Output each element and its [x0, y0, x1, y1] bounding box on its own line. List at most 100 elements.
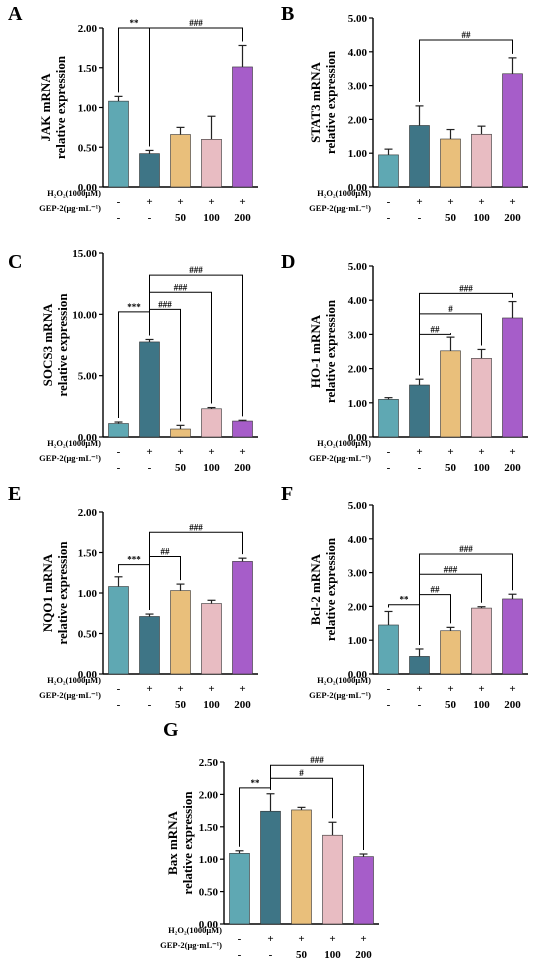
h2o2-symbol: -	[117, 683, 121, 695]
bar	[201, 408, 222, 438]
y-tick-label: 0.50	[78, 629, 98, 641]
bar	[170, 590, 191, 675]
panel-letter: C	[8, 251, 22, 273]
gep-symbol: -	[387, 212, 391, 224]
gep-symbol: -	[148, 212, 152, 224]
chart-panel-c: C 0.00 5.00 10.00 15.00 SOCS3 mRNA relative ex…	[8, 248, 258, 474]
significance-label: ***	[127, 555, 141, 565]
significance-bracket	[149, 274, 243, 417]
significance-bracket	[149, 531, 243, 611]
y-tick-label: 0.00	[348, 669, 368, 681]
significance-label: **	[251, 778, 261, 788]
gep-row-label: GEP-2(μg·mL⁻¹)	[39, 690, 101, 700]
y-axis-label: SOCS3 mRNA	[40, 303, 55, 386]
gep-row-label: GEP-2(μg·mL⁻¹)	[160, 940, 222, 950]
gep-symbol: -	[117, 699, 121, 711]
h2o2-symbol: +	[177, 196, 183, 208]
y-axis-label: relative expression	[323, 299, 338, 403]
h2o2-symbol: +	[509, 446, 515, 458]
y-tick-label: 3.00	[348, 329, 368, 341]
h2o2-symbol: +	[416, 446, 422, 458]
y-tick-label: 2.00	[348, 601, 368, 613]
h2o2-symbol: -	[387, 196, 391, 208]
gep-symbol: 50	[175, 462, 187, 474]
gep-symbol: 200	[234, 212, 251, 224]
chart-panel-e: E 0.00 0.50 1.00 1.50 2.00 NQO1 mRNA relative e…	[8, 483, 258, 711]
significance-label: ###	[444, 564, 458, 574]
y-tick-label: 0.00	[348, 182, 368, 194]
h2o2-symbol: +	[509, 196, 515, 208]
h2o2-row-label: H₂O₂(1000μM)	[168, 925, 222, 935]
bar	[440, 138, 461, 188]
significance-label: #	[448, 304, 453, 314]
bar	[232, 561, 253, 675]
bar	[229, 853, 250, 925]
bar	[139, 341, 160, 438]
panel-letter: G	[163, 719, 179, 741]
y-tick-label: 1.00	[348, 398, 368, 410]
significance-bracket	[270, 764, 364, 851]
bar	[378, 399, 399, 438]
bar	[471, 358, 492, 438]
significance-label: ###	[459, 544, 473, 554]
y-axis-label: relative expression	[55, 541, 70, 645]
gep-symbol: 50	[175, 212, 187, 224]
gep-symbol: -	[117, 212, 121, 224]
gep-symbol: -	[269, 949, 273, 959]
chart-panel-g: G 0.00 0.50 1.00 1.50 2.00 2.50 Bax mRNA relativ…	[160, 719, 379, 959]
h2o2-symbol: +	[447, 196, 453, 208]
y-tick-label: 2.00	[78, 23, 98, 35]
y-tick-label: 0.00	[78, 432, 98, 444]
gep-symbol: 50	[445, 462, 457, 474]
bar	[322, 834, 343, 925]
gep-symbol: -	[418, 212, 422, 224]
bar	[502, 73, 523, 188]
gep-symbol: 200	[504, 212, 521, 224]
significance-label: ##	[161, 547, 171, 557]
h2o2-symbol: +	[329, 933, 335, 945]
h2o2-symbol: +	[416, 196, 422, 208]
significance-label: ###	[174, 282, 188, 292]
significance-label: ***	[127, 302, 141, 312]
y-tick-label: 5.00	[348, 500, 368, 512]
y-tick-label: 1.50	[78, 548, 98, 560]
y-tick-label: 1.00	[199, 854, 219, 866]
h2o2-row-label: H₂O₂(1000μM)	[47, 675, 101, 685]
significance-label: ###	[189, 522, 203, 532]
y-tick-label: 0.00	[348, 432, 368, 444]
y-tick-label: 15.00	[72, 248, 97, 260]
bar	[201, 139, 222, 188]
y-tick-label: 1.00	[78, 103, 98, 115]
y-tick-label: 2.00	[348, 364, 368, 376]
h2o2-symbol: +	[239, 446, 245, 458]
y-tick-label: 1.00	[78, 588, 98, 600]
significance-bracket	[419, 292, 513, 376]
panel-letter: F	[281, 483, 293, 505]
bar	[502, 317, 523, 438]
y-tick-label: 1.50	[78, 63, 98, 75]
gep-symbol: 100	[203, 462, 220, 474]
chart-panel-b: B 0.00 1.00 2.00 3.00 4.00 5.00 STAT3 mRNA relat…	[281, 3, 528, 224]
significance-label: ###	[459, 283, 473, 293]
h2o2-symbol: +	[360, 933, 366, 945]
y-tick-label: 0.00	[78, 182, 98, 194]
gep-row-label: GEP-2(μg·mL⁻¹)	[39, 453, 101, 463]
gep-symbol: -	[387, 462, 391, 474]
gep-symbol: 100	[203, 699, 220, 711]
gep-symbol: 100	[203, 212, 220, 224]
chart-panel-a: A 0.00 0.50 1.00 1.50 2.00 JAK mRNA relative ex…	[8, 3, 258, 224]
gep-symbol: -	[148, 462, 152, 474]
y-tick-label: 0.00	[199, 919, 219, 931]
significance-label: ###	[310, 755, 324, 765]
y-tick-label: 5.00	[348, 13, 368, 25]
y-axis-label: relative expression	[53, 55, 68, 159]
h2o2-symbol: +	[478, 196, 484, 208]
h2o2-symbol: +	[177, 683, 183, 695]
gep-symbol: 200	[504, 699, 521, 711]
gep-row-label: GEP-2(μg·mL⁻¹)	[309, 203, 371, 213]
bar	[471, 607, 492, 675]
panel-letter: D	[281, 251, 295, 273]
h2o2-symbol: +	[146, 446, 152, 458]
panel-letter: E	[8, 483, 21, 505]
